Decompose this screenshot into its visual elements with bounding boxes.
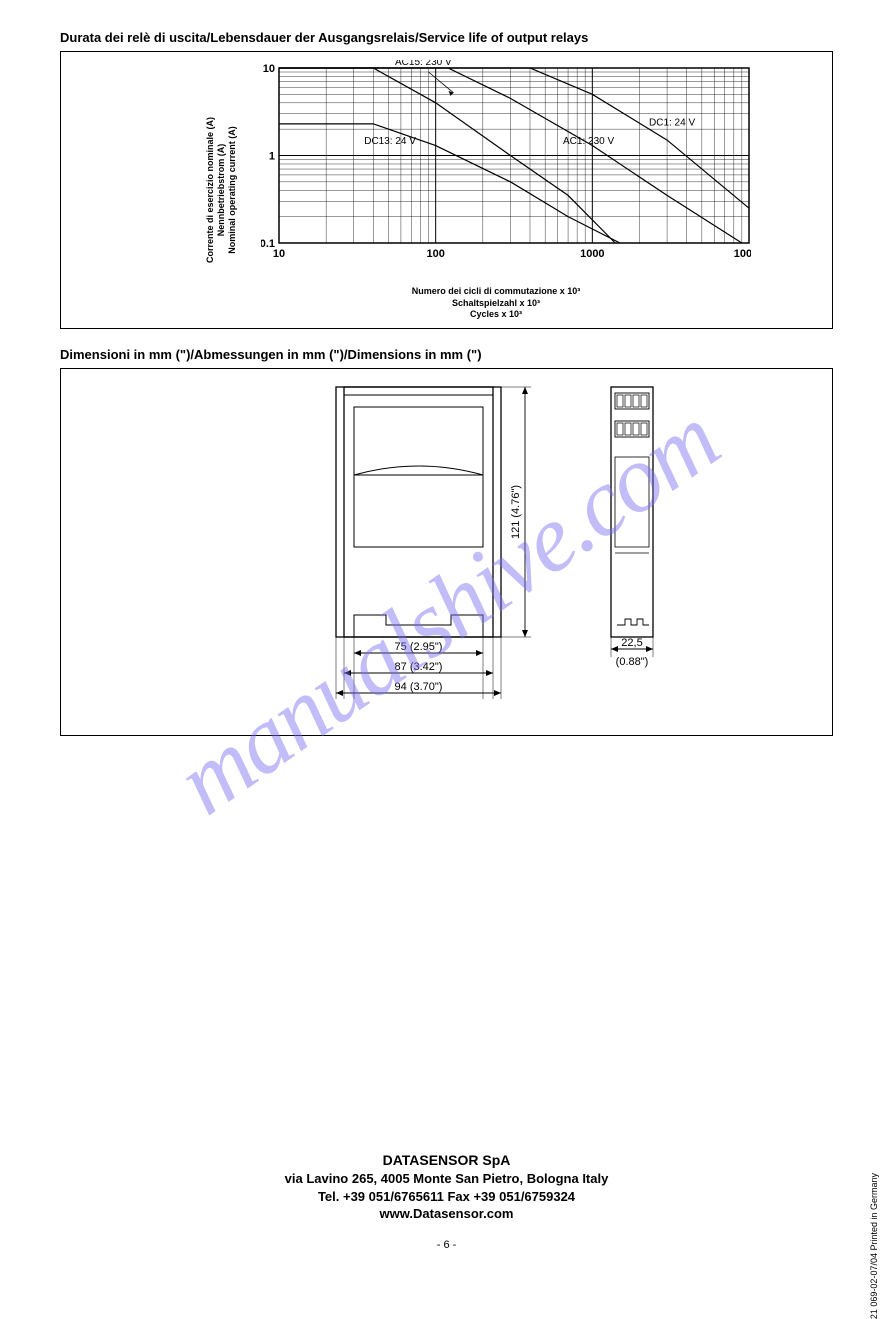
svg-text:(0.88"): (0.88") (616, 656, 649, 668)
footer: DATASENSOR SpA via Lavino 265, 4005 Mont… (0, 1151, 893, 1223)
svg-text:0.1: 0.1 (261, 238, 275, 250)
svg-text:AC15: 230 V: AC15: 230 V (395, 60, 452, 68)
svg-text:DC13: 24 V: DC13: 24 V (364, 136, 416, 147)
svg-text:10: 10 (263, 63, 275, 75)
svg-text:121 (4.76"): 121 (4.76") (510, 485, 522, 539)
svg-text:AC1: 230 V: AC1: 230 V (563, 136, 614, 147)
section1-title: Durata dei relè di uscita/Lebensdauer de… (60, 30, 833, 45)
footer-company: DATASENSOR SpA (0, 1151, 893, 1170)
svg-text:10000: 10000 (734, 248, 751, 260)
footer-url: www.Datasensor.com (0, 1205, 893, 1223)
y-axis-label: Corrente di esercizio nominale (A)Nennbe… (205, 117, 237, 263)
section2-title: Dimensioni in mm (")/Abmessungen in mm (… (60, 347, 833, 362)
chart-container: Corrente di esercizio nominale (A)Nennbe… (60, 51, 833, 329)
svg-text:1000: 1000 (580, 248, 604, 260)
print-info: 21 069-02-07/04 Printed in Germany (869, 1173, 879, 1319)
page-number: - 6 - (0, 1239, 893, 1251)
footer-phone: Tel. +39 051/6765611 Fax +39 051/6759324 (0, 1188, 893, 1206)
footer-address: via Lavino 265, 4005 Monte San Pietro, B… (0, 1170, 893, 1188)
svg-text:75 (2.95"): 75 (2.95") (395, 641, 443, 653)
svg-text:94 (3.70"): 94 (3.70") (395, 681, 443, 693)
dimensions-container: 75 (2.95") 87 (3.42") 94 (3.70") 121 (4.76"… (60, 368, 833, 736)
svg-text:22,5: 22,5 (621, 637, 642, 649)
svg-text:DC1: 24 V: DC1: 24 V (649, 118, 695, 129)
relay-life-chart: 101001000100000.1110AC15: 230 VDC1: 24 V… (261, 60, 751, 278)
svg-text:1: 1 (269, 151, 275, 163)
svg-text:87 (3.42"): 87 (3.42") (395, 661, 443, 673)
dimensions-drawing: 75 (2.95") 87 (3.42") 94 (3.70") 121 (4.76"… (241, 377, 711, 712)
svg-text:100: 100 (426, 248, 444, 260)
x-axis-label: Numero dei cicli di commutazione x 10³Sc… (261, 286, 731, 320)
